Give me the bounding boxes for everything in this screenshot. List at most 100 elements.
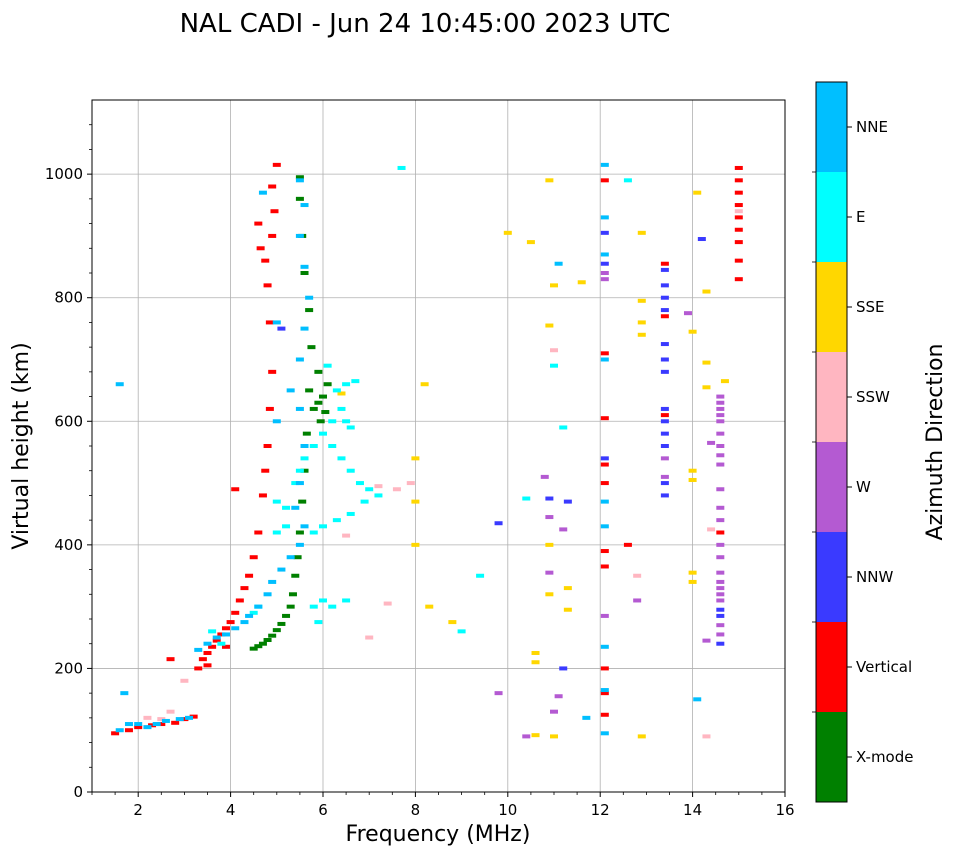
data-point — [545, 592, 554, 597]
data-point — [316, 419, 325, 424]
data-point — [261, 258, 270, 263]
data-point — [295, 542, 304, 547]
data-point — [448, 620, 457, 625]
data-point — [716, 632, 725, 637]
data-point — [268, 579, 277, 584]
colorbar-segment-nne — [816, 82, 847, 172]
data-point — [383, 601, 392, 606]
data-point — [545, 542, 554, 547]
data-point — [457, 629, 466, 634]
data-point — [332, 388, 341, 393]
data-point — [194, 666, 203, 671]
data-point — [295, 175, 304, 180]
data-point — [231, 626, 240, 631]
data-point — [425, 604, 434, 609]
data-point — [212, 638, 221, 643]
series-nne — [115, 162, 702, 736]
data-point — [321, 410, 330, 415]
y-tick-label: 1000 — [45, 165, 83, 183]
data-point — [660, 413, 669, 418]
data-point — [693, 697, 702, 702]
data-point — [397, 165, 406, 170]
data-point — [351, 379, 360, 384]
data-point — [637, 298, 646, 303]
data-point — [545, 496, 554, 501]
data-point — [203, 650, 212, 655]
data-point — [545, 323, 554, 328]
data-point — [323, 363, 332, 368]
data-point — [554, 261, 563, 266]
data-point — [600, 271, 609, 275]
data-point — [265, 406, 274, 411]
data-point — [716, 641, 725, 646]
data-point — [268, 633, 277, 638]
colorbar-tick-label: X-mode — [856, 748, 913, 766]
data-point — [120, 691, 129, 696]
data-point — [531, 660, 540, 665]
data-point — [577, 280, 586, 285]
x-tick-label: 10 — [498, 801, 517, 819]
data-point — [600, 416, 609, 421]
data-point — [637, 320, 646, 325]
data-point — [734, 277, 743, 282]
data-point — [716, 570, 725, 575]
colorbar-tick-label: NNW — [856, 568, 893, 586]
data-point — [249, 610, 258, 615]
data-point — [494, 691, 503, 696]
data-point — [637, 734, 646, 739]
data-point — [660, 431, 669, 436]
data-point — [559, 527, 568, 532]
data-point — [295, 178, 304, 183]
data-point — [476, 573, 485, 578]
data-point — [166, 709, 175, 714]
data-point — [531, 650, 540, 655]
data-point — [319, 524, 327, 529]
data-point — [268, 184, 277, 189]
data-point — [263, 592, 272, 597]
data-point — [600, 613, 609, 618]
data-point — [295, 196, 304, 201]
data-point — [263, 638, 272, 643]
data-point — [314, 369, 323, 374]
data-point — [600, 731, 609, 736]
data-point — [208, 629, 217, 634]
data-point — [314, 400, 323, 405]
data-point — [309, 444, 318, 448]
data-point — [295, 357, 304, 362]
data-point — [559, 425, 568, 430]
x-tick-label: 8 — [411, 801, 421, 819]
data-point — [716, 607, 725, 612]
data-point — [240, 620, 249, 625]
chart-title: NAL CADI - Jun 24 10:45:00 2023 UTC — [180, 9, 671, 39]
data-point — [157, 722, 166, 727]
data-point — [600, 351, 609, 356]
data-point — [660, 456, 669, 461]
data-point — [600, 666, 609, 671]
data-point — [702, 385, 711, 390]
data-point — [314, 620, 323, 625]
data-point — [637, 332, 646, 337]
data-point — [291, 505, 300, 510]
data-point — [702, 289, 711, 294]
data-point — [300, 264, 309, 269]
colorbar-segment-e — [816, 172, 847, 262]
data-point — [734, 240, 743, 245]
data-point — [254, 604, 263, 609]
data-point — [305, 388, 314, 393]
data-point — [550, 363, 558, 368]
data-point — [288, 592, 297, 597]
data-point — [411, 542, 420, 547]
data-point — [342, 598, 351, 603]
data-point — [702, 638, 711, 643]
data-point — [707, 527, 716, 532]
data-point — [550, 734, 558, 739]
data-point — [526, 240, 535, 245]
data-point — [272, 499, 281, 504]
data-point — [328, 444, 337, 448]
data-point — [328, 419, 337, 424]
data-point — [319, 598, 327, 603]
data-point — [716, 444, 725, 448]
data-point — [559, 666, 568, 671]
data-point — [337, 406, 346, 411]
